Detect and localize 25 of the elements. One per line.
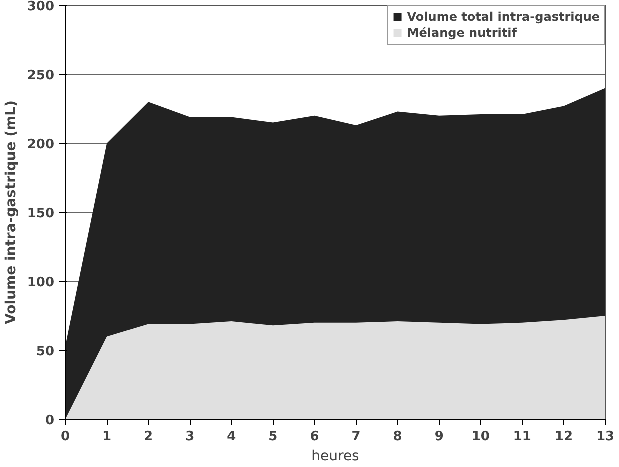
x-tick-label: 11 xyxy=(513,430,532,444)
legend-label: Volume total intra-gastrique xyxy=(407,10,600,24)
y-tick-label: 150 xyxy=(27,206,55,222)
x-tick-label: 1 xyxy=(102,430,112,444)
x-tick-label: 5 xyxy=(268,430,278,444)
y-tick-label: 200 xyxy=(27,138,55,152)
x-tick-label: 6 xyxy=(310,430,320,444)
x-tick-label: 10 xyxy=(472,430,490,444)
y-tick-label: 50 xyxy=(36,344,55,360)
x-tick-label: 3 xyxy=(186,430,195,444)
y-tick-label: 0 xyxy=(45,414,54,428)
x-tick-label: 12 xyxy=(554,430,574,444)
x-axis-title: heures xyxy=(312,448,360,464)
x-tick-label: 9 xyxy=(434,430,444,444)
legend-label: Mélange nutritif xyxy=(407,26,517,40)
y-tick-label: 250 xyxy=(27,68,55,84)
x-tick-label: 13 xyxy=(596,430,615,444)
x-tick-label: 0 xyxy=(60,430,70,444)
y-axis-title: Volume intra-gastrique (mL) xyxy=(3,100,20,324)
x-tick-label: 8 xyxy=(393,430,402,444)
x-tick-label: 2 xyxy=(144,430,154,444)
y-tick-label: 100 xyxy=(27,276,55,290)
x-tick-label: 4 xyxy=(227,430,236,444)
x-tick-label: 7 xyxy=(352,430,361,444)
y-tick-label: 300 xyxy=(27,0,55,14)
